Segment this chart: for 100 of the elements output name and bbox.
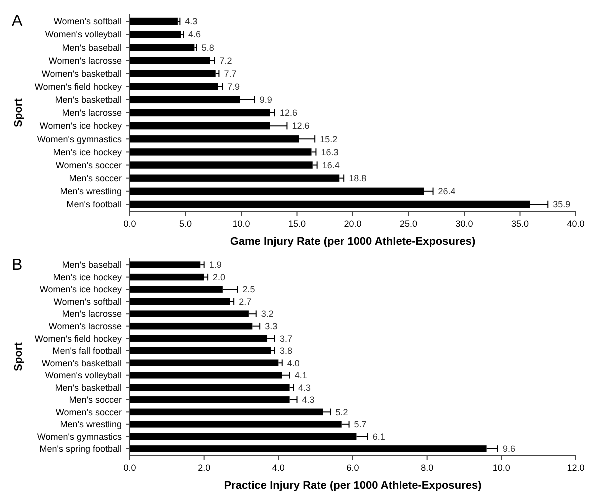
data-label: 3.3: [265, 322, 278, 332]
data-label: 3.8: [280, 346, 292, 356]
y-tick-label: Men's soccer: [69, 395, 122, 406]
y-tick-label: Women's gymnastics: [37, 432, 122, 442]
bar: [130, 83, 218, 90]
data-label: 4.0: [287, 358, 300, 368]
y-tick-label: Men's wrestling: [60, 186, 122, 197]
data-label: 4.1: [294, 370, 308, 381]
y-tick-label: Men's lacrosse: [62, 108, 122, 118]
bar: [130, 360, 279, 366]
y-tick-label: Women's lacrosse: [48, 56, 122, 66]
bar: [130, 174, 340, 182]
y-axis-title: Sport: [13, 342, 25, 372]
y-tick-label: Women's lacrosse: [48, 322, 122, 332]
y-tick-label: Women's volleyball: [45, 30, 122, 40]
bar: [130, 148, 312, 156]
y-tick-label: Women's volleyball: [45, 370, 122, 381]
data-label: 26.4: [438, 186, 456, 197]
x-axis-title: Game Injury Rate (per 1000 Athlete-Exposures): [230, 236, 476, 248]
x-tick-label: 5.0: [179, 219, 192, 229]
data-label: 7.7: [224, 68, 237, 79]
y-tick-label: Women's soccer: [56, 407, 122, 418]
data-label: 5.8: [202, 42, 214, 53]
y-tick-label: Women's gymnastics: [37, 134, 122, 144]
data-label: 4.6: [188, 30, 202, 40]
data-label: 7.9: [228, 82, 240, 92]
data-label: 3.7: [280, 334, 292, 344]
x-axis-title: Practice Injury Rate (per 1000 Athlete-Exposures): [224, 480, 482, 492]
data-label: 7.2: [220, 56, 232, 66]
x-tick-label: 35.0: [511, 219, 530, 229]
y-tick-label: Women's ice hockey: [40, 121, 122, 132]
x-tick-label: 20.0: [344, 219, 362, 229]
data-label: 16.3: [321, 147, 339, 158]
y-tick-label: Women's softball: [54, 16, 122, 27]
y-tick-label: Women's ice hockey: [40, 284, 122, 295]
x-tick-label: 15.0: [288, 219, 306, 229]
y-tick-label: Men's basketball: [55, 95, 122, 106]
chart-title: B: [12, 257, 23, 274]
bar: [130, 18, 178, 26]
data-label: 4.3: [302, 395, 315, 406]
y-tick-label: Women's basketball: [42, 358, 122, 368]
bar: [130, 274, 204, 281]
data-label: 4.3: [185, 16, 198, 27]
y-tick-label: Men's baseball: [62, 260, 122, 270]
bar: [130, 348, 272, 354]
x-tick-label: 25.0: [400, 219, 418, 229]
x-tick-label: 10.0: [232, 219, 250, 229]
x-tick-label: 4.0: [272, 463, 285, 473]
bar: [130, 298, 230, 306]
y-tick-label: Women's field hockey: [34, 334, 122, 344]
data-label: 16.4: [322, 160, 340, 170]
y-tick-label: Men's ice hockey: [53, 147, 122, 158]
bar: [130, 57, 210, 64]
data-label: 2.7: [239, 296, 252, 307]
y-tick-label: Men's wrestling: [60, 420, 122, 430]
data-label: 5.7: [354, 420, 367, 430]
bar: [130, 162, 313, 169]
y-tick-label: Women's basketball: [42, 68, 122, 79]
x-tick-label: 0.0: [124, 463, 136, 473]
bar: [130, 30, 182, 38]
x-tick-label: 30.0: [456, 219, 474, 229]
x-tick-label: 6.0: [346, 463, 360, 473]
bar: [130, 384, 290, 392]
data-label: 12.6: [292, 121, 310, 132]
x-tick-label: 40.0: [567, 219, 585, 229]
y-tick-label: Men's baseball: [62, 42, 122, 53]
data-label: 9.6: [502, 444, 516, 454]
data-label: 5.2: [336, 407, 348, 418]
y-tick-label: Women's softball: [54, 296, 122, 307]
data-label: 2.5: [242, 284, 256, 295]
bar: [130, 262, 201, 268]
y-tick-label: Women's field hockey: [34, 82, 122, 92]
y-axis-title: Sport: [13, 98, 25, 128]
x-tick-label: 12.0: [567, 463, 585, 473]
y-tick-label: Men's ice hockey: [53, 272, 122, 282]
chart-title: A: [12, 13, 23, 30]
data-label: 6.1: [372, 432, 386, 442]
data-label: 1.9: [209, 260, 222, 270]
data-label: 9.9: [260, 95, 272, 106]
x-tick-label: 0.0: [124, 219, 136, 229]
x-tick-label: 10.0: [492, 463, 510, 473]
data-label: 3.2: [261, 309, 274, 320]
data-label: 2.0: [213, 272, 226, 282]
y-tick-label: Men's spring football: [40, 444, 122, 454]
y-tick-label: Men's soccer: [69, 173, 122, 184]
bar: [130, 70, 216, 78]
data-label: 15.2: [320, 134, 338, 144]
x-tick-label: 2.0: [198, 463, 211, 473]
data-label: 35.9: [553, 200, 571, 210]
y-tick-label: Women's soccer: [56, 160, 122, 170]
bar: [130, 44, 195, 52]
y-tick-label: Men's basketball: [55, 382, 122, 393]
y-tick-label: Men's lacrosse: [62, 309, 122, 320]
data-label: 12.6: [280, 108, 298, 118]
y-tick-label: Men's fall football: [52, 346, 122, 356]
y-tick-label: Men's football: [66, 200, 122, 210]
data-label: 4.3: [298, 382, 312, 393]
bar: [130, 109, 270, 117]
x-tick-label: 8.0: [421, 463, 434, 473]
data-label: 18.8: [349, 173, 367, 184]
